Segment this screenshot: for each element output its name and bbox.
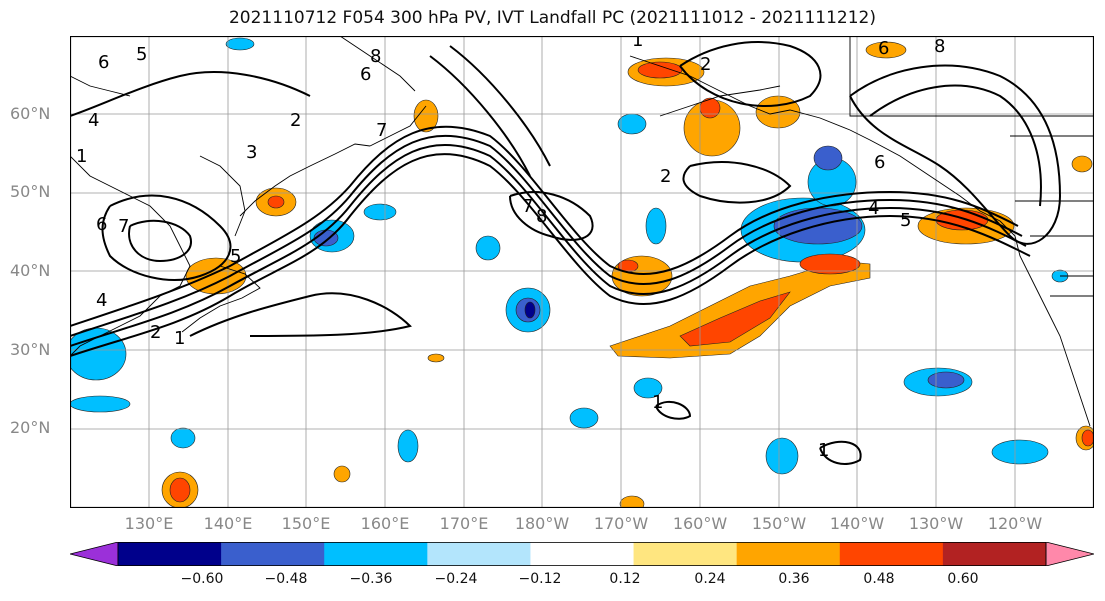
colorbar-tick-label: 0.48 bbox=[863, 571, 895, 587]
contour-label: 1 bbox=[652, 392, 663, 413]
contour-label: 2 bbox=[660, 166, 671, 187]
lon-label: 150°W bbox=[751, 514, 807, 533]
lat-label: 20°N bbox=[10, 418, 51, 437]
contour-label: 3 bbox=[246, 142, 257, 163]
contour-label: 6 bbox=[98, 52, 109, 73]
lon-label: 170°W bbox=[593, 514, 649, 533]
contour-label: 1 bbox=[76, 146, 87, 167]
colorbar-segment bbox=[530, 542, 635, 566]
contour-label: 2 bbox=[290, 110, 301, 131]
colorbar-tick-label: 0.24 bbox=[694, 571, 726, 587]
colorbar-segment bbox=[118, 542, 222, 566]
lon-label: 150°E bbox=[281, 514, 331, 533]
colorbar-tick-label: −0.12 bbox=[518, 571, 562, 587]
lon-label: 130°W bbox=[908, 514, 964, 533]
pv-contours bbox=[70, 41, 1062, 465]
colorbar-segment bbox=[221, 542, 325, 566]
lon-label: 130°E bbox=[124, 514, 174, 533]
colorbar-frame bbox=[117, 542, 1047, 566]
lon-label: 160°E bbox=[360, 514, 410, 533]
colorbar bbox=[70, 542, 1094, 566]
contour-label: 2 bbox=[150, 322, 161, 343]
contour-label: 4 bbox=[96, 290, 107, 311]
colorbar-segment bbox=[839, 542, 944, 566]
contour-label-group: 6 5 4 6 7 4 2 1 1 6 8 7 8 2 7 6 5 2 1 6 … bbox=[76, 36, 945, 461]
contour-label: 6 bbox=[878, 38, 889, 59]
contour-label: 6 bbox=[96, 214, 107, 235]
contour-label: 1 bbox=[174, 328, 185, 349]
colorbar-segment bbox=[324, 542, 428, 566]
colorbar-extend-low bbox=[70, 542, 119, 566]
contour-label: 1 bbox=[632, 36, 643, 51]
colorbar-tick-label: −0.60 bbox=[180, 571, 224, 587]
contour-label: 8 bbox=[934, 36, 945, 57]
colorbar-segment bbox=[942, 542, 1047, 566]
lon-label: 180°W bbox=[514, 514, 570, 533]
colorbar-segment bbox=[633, 542, 738, 566]
contour-label: 1 bbox=[818, 440, 829, 461]
contour-label: 2 bbox=[700, 54, 711, 75]
colorbar-tick-label: −0.36 bbox=[349, 571, 393, 587]
contour-label: 5 bbox=[900, 210, 911, 231]
lon-label: 140°E bbox=[203, 514, 253, 533]
contour-label: 5 bbox=[230, 246, 241, 267]
colorbar-tick-label: −0.24 bbox=[434, 571, 478, 587]
contour-label: 6 bbox=[874, 152, 885, 173]
lat-label: 60°N bbox=[10, 104, 51, 123]
colorbar-tick-label: −0.48 bbox=[264, 571, 308, 587]
contour-label: 7 bbox=[376, 120, 387, 141]
colorbar-tick-label: 0.12 bbox=[609, 571, 641, 587]
graticule bbox=[70, 36, 1094, 508]
colorbar-tick-label: 0.60 bbox=[947, 571, 979, 587]
contour-label: 7 bbox=[118, 216, 129, 237]
lat-label: 50°N bbox=[10, 182, 51, 201]
colorbar-tick-label: 0.36 bbox=[778, 571, 810, 587]
lon-label: 140°W bbox=[829, 514, 885, 533]
map-title: 2021110712 F054 300 hPa PV, IVT Landfall… bbox=[228, 8, 876, 28]
colorbar-segment bbox=[427, 542, 531, 566]
contour-label: 6 bbox=[360, 64, 371, 85]
map-panel: 6 5 4 6 7 4 2 1 1 6 8 7 8 2 7 6 5 2 1 6 … bbox=[70, 36, 1094, 508]
lon-label: 160°W bbox=[672, 514, 728, 533]
contour-label: 4 bbox=[868, 198, 879, 219]
lon-label: 120°W bbox=[987, 514, 1043, 533]
contour-label: 5 bbox=[136, 44, 147, 65]
lon-label: 170°E bbox=[439, 514, 489, 533]
contour-label: 7 bbox=[522, 196, 533, 217]
lat-label: 30°N bbox=[10, 340, 51, 359]
colorbar-segment bbox=[736, 542, 841, 566]
contour-label: 8 bbox=[536, 206, 547, 227]
positive-anomaly-shading bbox=[161, 41, 1094, 508]
contour-label: 4 bbox=[88, 110, 99, 131]
colorbar-extend-high bbox=[1045, 542, 1094, 566]
contour-label: 8 bbox=[370, 46, 381, 67]
lat-label: 40°N bbox=[10, 261, 51, 280]
